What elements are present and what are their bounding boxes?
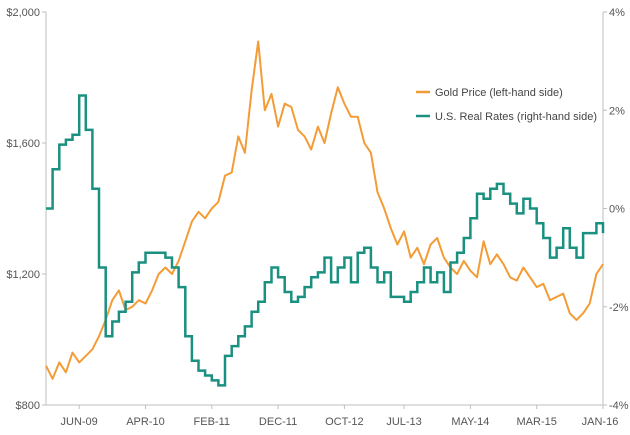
left-tick-label: $1,200 <box>6 269 40 281</box>
legend: Gold Price (left-hand side) U.S. Real Ra… <box>416 87 597 123</box>
x-tick-label: FEB-11 <box>194 416 230 428</box>
x-tick-label: JUN-09 <box>61 416 98 428</box>
legend-label-gold: Gold Price (left-hand side) <box>435 87 563 99</box>
left-tick-label: $800 <box>16 400 40 412</box>
x-tick-label: DEC-11 <box>259 416 297 428</box>
right-tick-label: 0% <box>609 204 625 216</box>
right-tick-label: 2% <box>609 105 625 117</box>
x-tick-label: APR-10 <box>126 416 165 428</box>
series-line-real-rates <box>46 94 605 387</box>
right-tick-label: 4% <box>609 7 625 19</box>
right-axis-ticks: -4% -2% 0% 2% 4% <box>603 7 629 412</box>
series-line-gold-price <box>45 40 604 380</box>
right-tick-label: -4% <box>609 400 629 412</box>
x-tick-label: OCT-12 <box>325 416 364 428</box>
x-tick-label: JUL-13 <box>386 416 421 428</box>
x-tick-label: MAR-15 <box>517 416 557 428</box>
right-tick-label: -2% <box>609 302 629 314</box>
x-tick-label: JAN-16 <box>582 416 619 428</box>
x-tick-label: MAY-14 <box>451 416 489 428</box>
series-layer <box>45 40 605 387</box>
left-tick-label: $2,000 <box>6 7 40 19</box>
x-axis-ticks: JUN-09 APR-10 FEB-11 DEC-11 OCT-12 JUL-13 MAY-… <box>61 405 619 428</box>
legend-label-rates: U.S. Real Rates (right-hand side) <box>435 111 597 123</box>
left-axis-ticks: $800 $1,200 $1,600 $2,000 <box>6 7 46 412</box>
left-tick-label: $1,600 <box>6 138 40 150</box>
